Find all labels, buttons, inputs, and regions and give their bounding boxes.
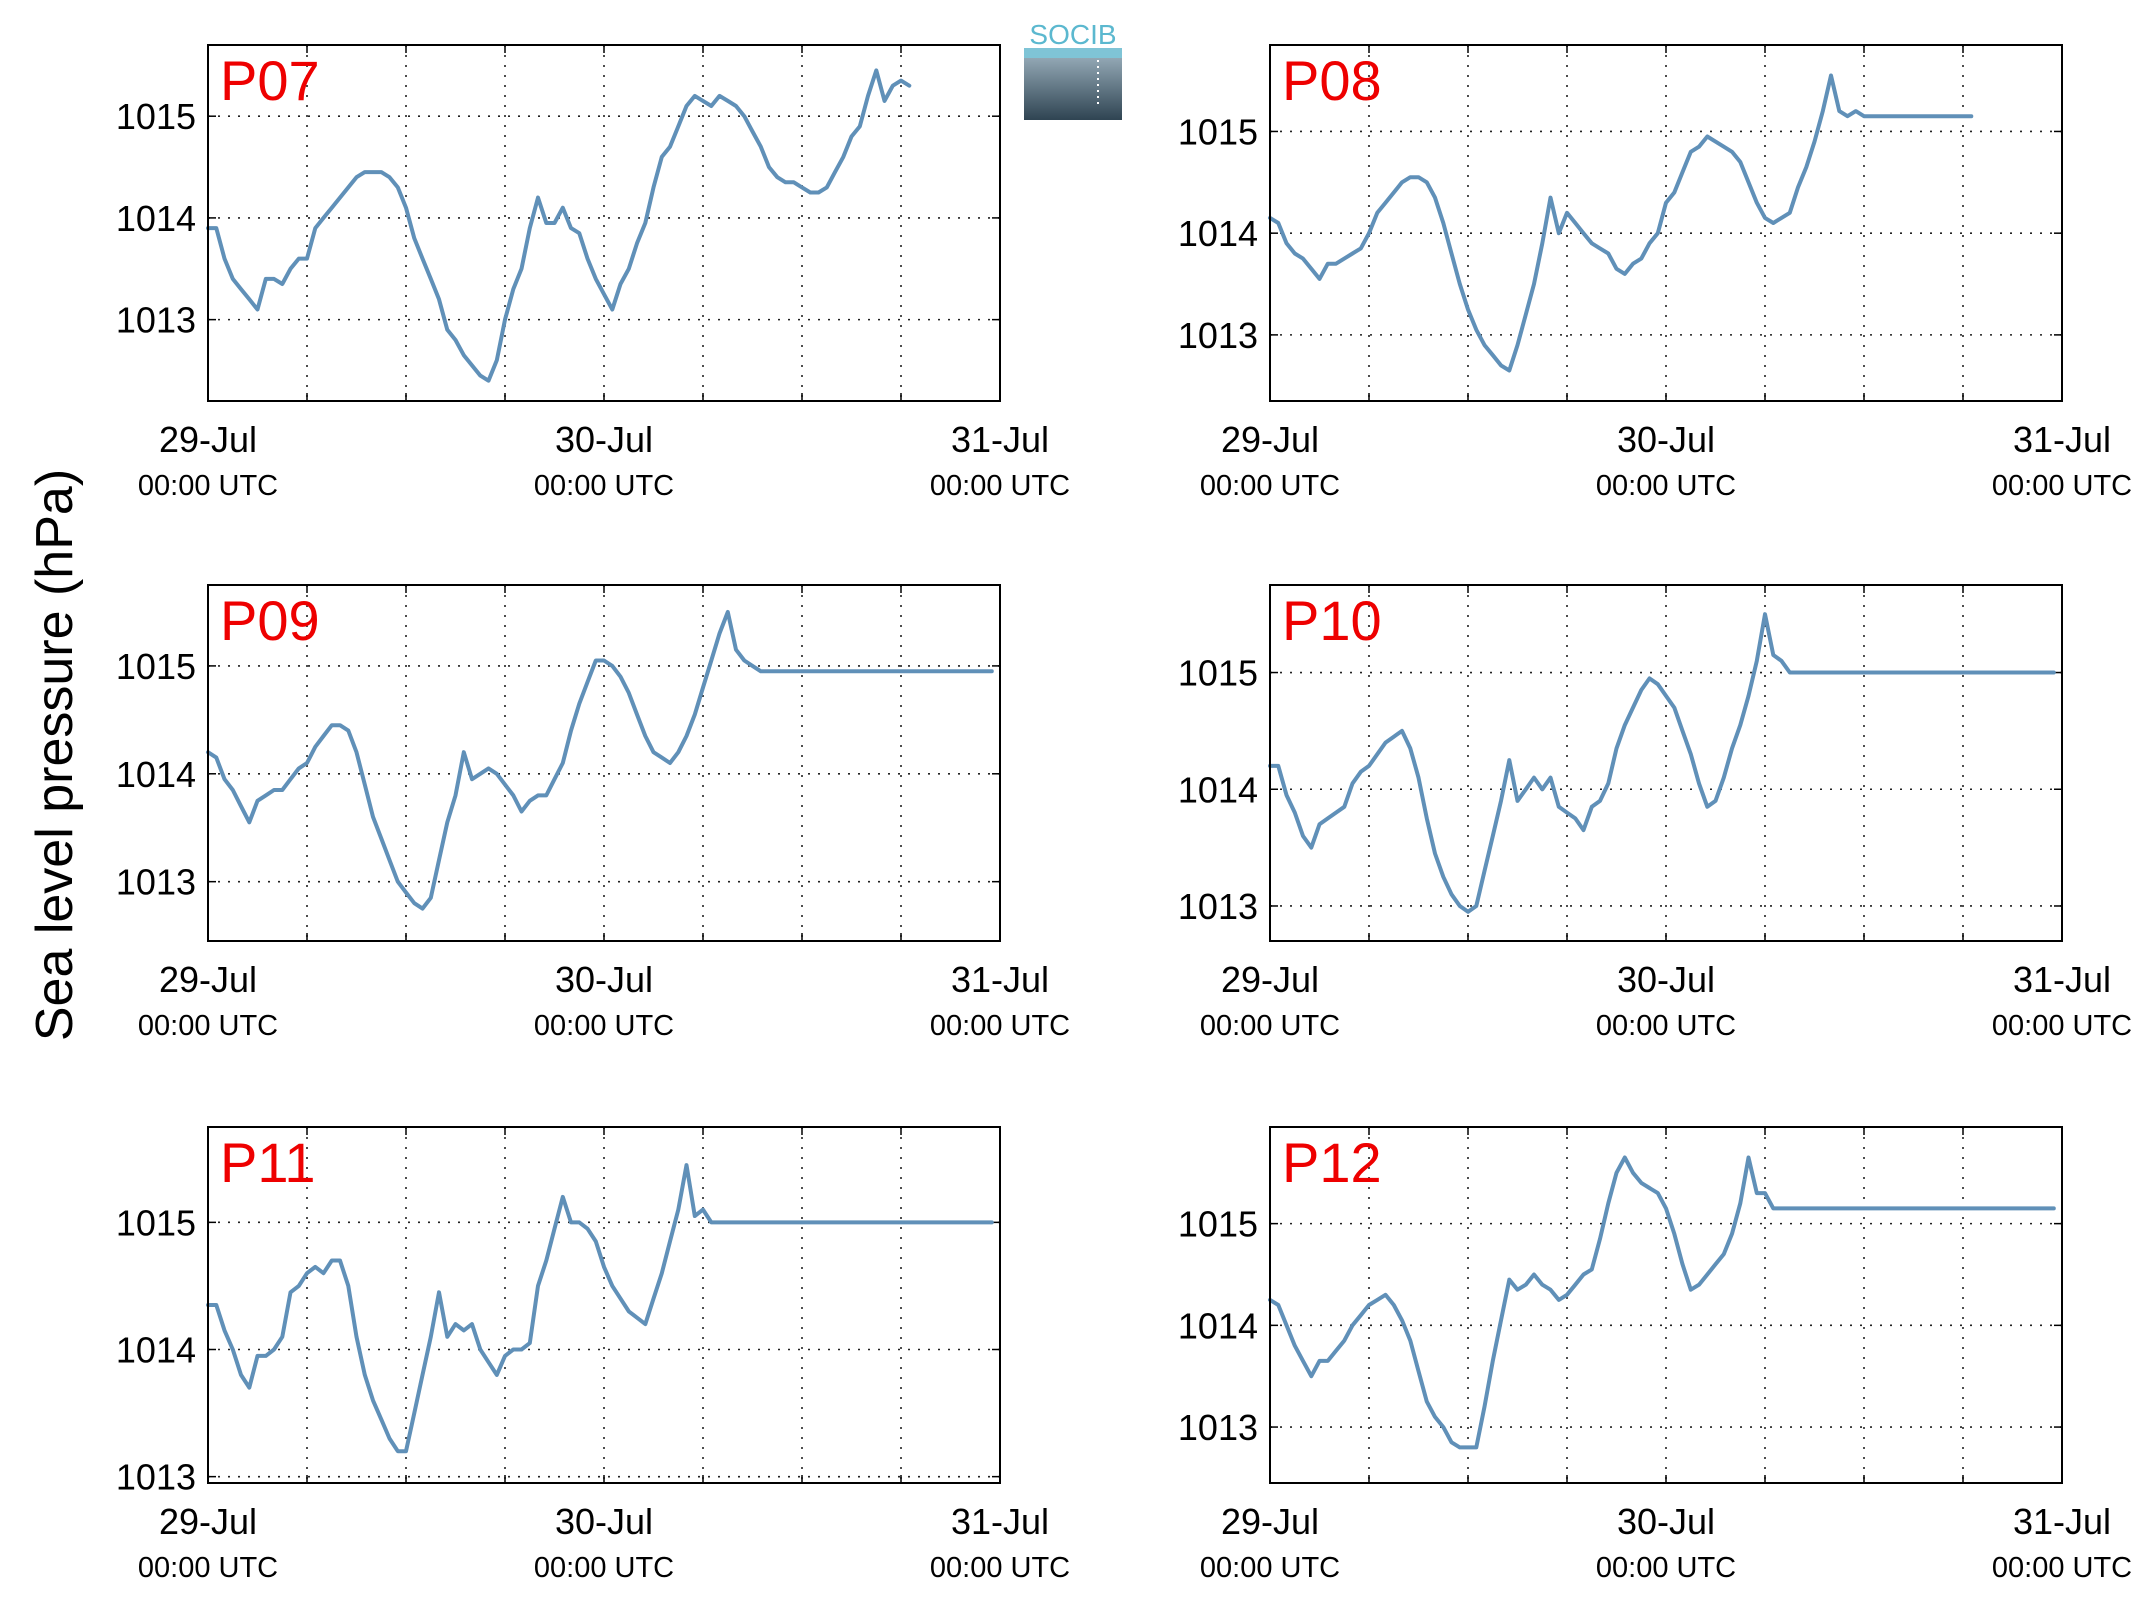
y-tick-label: 1014	[116, 754, 196, 795]
y-tick-label: 1015	[1178, 653, 1258, 694]
y-tick-label: 1015	[116, 646, 196, 687]
x-tick-label-time: 00:00 UTC	[1200, 470, 1340, 502]
x-tick-label-time: 00:00 UTC	[930, 470, 1070, 502]
station-label: P12	[1282, 1131, 1382, 1194]
x-tick-label-time: 00:00 UTC	[1992, 1010, 2132, 1042]
logo-wave	[1024, 48, 1122, 58]
x-tick-label-date: 29-Jul	[1221, 1501, 1319, 1542]
x-tick-label-date: 29-Jul	[159, 419, 257, 460]
axes-frame	[1269, 1126, 2063, 1484]
y-tick-label: 1013	[116, 1457, 196, 1498]
x-tick-label-time: 00:00 UTC	[534, 1552, 674, 1584]
x-tick-label-time: 00:00 UTC	[138, 1552, 278, 1584]
logo-panel	[1024, 52, 1122, 120]
y-tick-label: 1014	[116, 198, 196, 239]
x-tick-label-time: 00:00 UTC	[1596, 1010, 1736, 1042]
y-tick-label: 1014	[1178, 1305, 1258, 1346]
x-tick-label-date: 30-Jul	[555, 419, 653, 460]
x-tick-label-date: 31-Jul	[2013, 1501, 2111, 1542]
x-tick-label-time: 00:00 UTC	[1992, 470, 2132, 502]
y-tick-label: 1014	[1178, 213, 1258, 254]
chart-panel-p08: 1013 1014 1015 29-Jul 00:00 UTC 30-Jul 00:00 U…	[1178, 44, 2132, 502]
x-tick-label-date: 30-Jul	[1617, 1501, 1715, 1542]
series-line	[1268, 1155, 2056, 1450]
x-tick-label-date: 31-Jul	[951, 419, 1049, 460]
x-tick-label-date: 30-Jul	[1617, 419, 1715, 460]
x-tick-label-date: 31-Jul	[951, 1501, 1049, 1542]
chart-panel-p11: 1013 1014 1015 29-Jul 00:00 UTC 30-Jul 00:00 U…	[116, 1126, 1070, 1584]
socib-logo: SOCIB	[1024, 19, 1122, 120]
x-tick-label-date: 30-Jul	[1617, 959, 1715, 1000]
y-tick-label: 1013	[116, 862, 196, 903]
x-tick-label-date: 30-Jul	[555, 1501, 653, 1542]
logo-text: SOCIB	[1029, 19, 1116, 50]
station-label: P07	[220, 49, 320, 112]
x-tick-label-date: 31-Jul	[951, 959, 1049, 1000]
x-tick-label-time: 00:00 UTC	[930, 1010, 1070, 1042]
series-line	[1268, 612, 2056, 914]
x-tick-label-time: 00:00 UTC	[138, 1010, 278, 1042]
y-tick-label: 1014	[1178, 769, 1258, 810]
chart-panel-p07: 1013 1014 1015 29-Jul 00:00 UTC 30-Jul 00:00 U…	[116, 44, 1070, 502]
axes-frame	[207, 1126, 1001, 1484]
chart-panels: 1013 1014 1015 29-Jul 00:00 UTC 30-Jul 00:00 U…	[116, 44, 2132, 1584]
x-tick-label-time: 00:00 UTC	[930, 1552, 1070, 1584]
axes-frame	[207, 584, 1001, 942]
x-tick-label-time: 00:00 UTC	[1596, 1552, 1736, 1584]
x-tick-label-time: 00:00 UTC	[138, 470, 278, 502]
y-tick-label: 1013	[1178, 1407, 1258, 1448]
y-tick-label: 1013	[1178, 315, 1258, 356]
y-tick-label: 1014	[116, 1330, 196, 1371]
x-tick-label-date: 29-Jul	[159, 1501, 257, 1542]
chart-panel-p12: 1013 1014 1015 29-Jul 00:00 UTC 30-Jul 00:00 U…	[1178, 1126, 2132, 1584]
x-tick-label-time: 00:00 UTC	[1596, 470, 1736, 502]
y-tick-label: 1013	[1178, 886, 1258, 927]
y-tick-label: 1015	[1178, 111, 1258, 152]
axes-frame	[1269, 584, 2063, 942]
y-tick-label: 1015	[1178, 1204, 1258, 1245]
series-line	[206, 68, 912, 383]
station-label: P09	[220, 589, 320, 652]
x-tick-label-time: 00:00 UTC	[1200, 1552, 1340, 1584]
y-tick-label: 1013	[116, 300, 196, 341]
axes-frame	[207, 44, 1001, 402]
x-tick-label-time: 00:00 UTC	[534, 470, 674, 502]
x-tick-label-time: 00:00 UTC	[534, 1010, 674, 1042]
x-tick-label-date: 29-Jul	[1221, 419, 1319, 460]
y-tick-label: 1015	[116, 96, 196, 137]
station-label: P11	[220, 1131, 315, 1194]
station-label: P10	[1282, 589, 1382, 652]
y-axis-label: Sea level pressure (hPa)	[26, 469, 84, 1041]
station-label: P08	[1282, 49, 1382, 112]
y-tick-label: 1015	[116, 1202, 196, 1243]
x-tick-label-date: 29-Jul	[1221, 959, 1319, 1000]
chart-panel-p09: 1013 1014 1015 29-Jul 00:00 UTC 30-Jul 00:00 U…	[116, 584, 1070, 1042]
x-tick-label-time: 00:00 UTC	[1200, 1010, 1340, 1042]
x-tick-label-date: 30-Jul	[555, 959, 653, 1000]
chart-panel-p10: 1013 1014 1015 29-Jul 00:00 UTC 30-Jul 00:00 U…	[1178, 584, 2132, 1042]
x-tick-label-time: 00:00 UTC	[1992, 1552, 2132, 1584]
x-tick-label-date: 31-Jul	[2013, 419, 2111, 460]
series-line	[1268, 73, 1974, 373]
x-tick-label-date: 29-Jul	[159, 959, 257, 1000]
axes-frame	[1269, 44, 2063, 402]
x-tick-label-date: 31-Jul	[2013, 959, 2111, 1000]
series-line	[206, 610, 994, 911]
series-line	[206, 1163, 994, 1454]
